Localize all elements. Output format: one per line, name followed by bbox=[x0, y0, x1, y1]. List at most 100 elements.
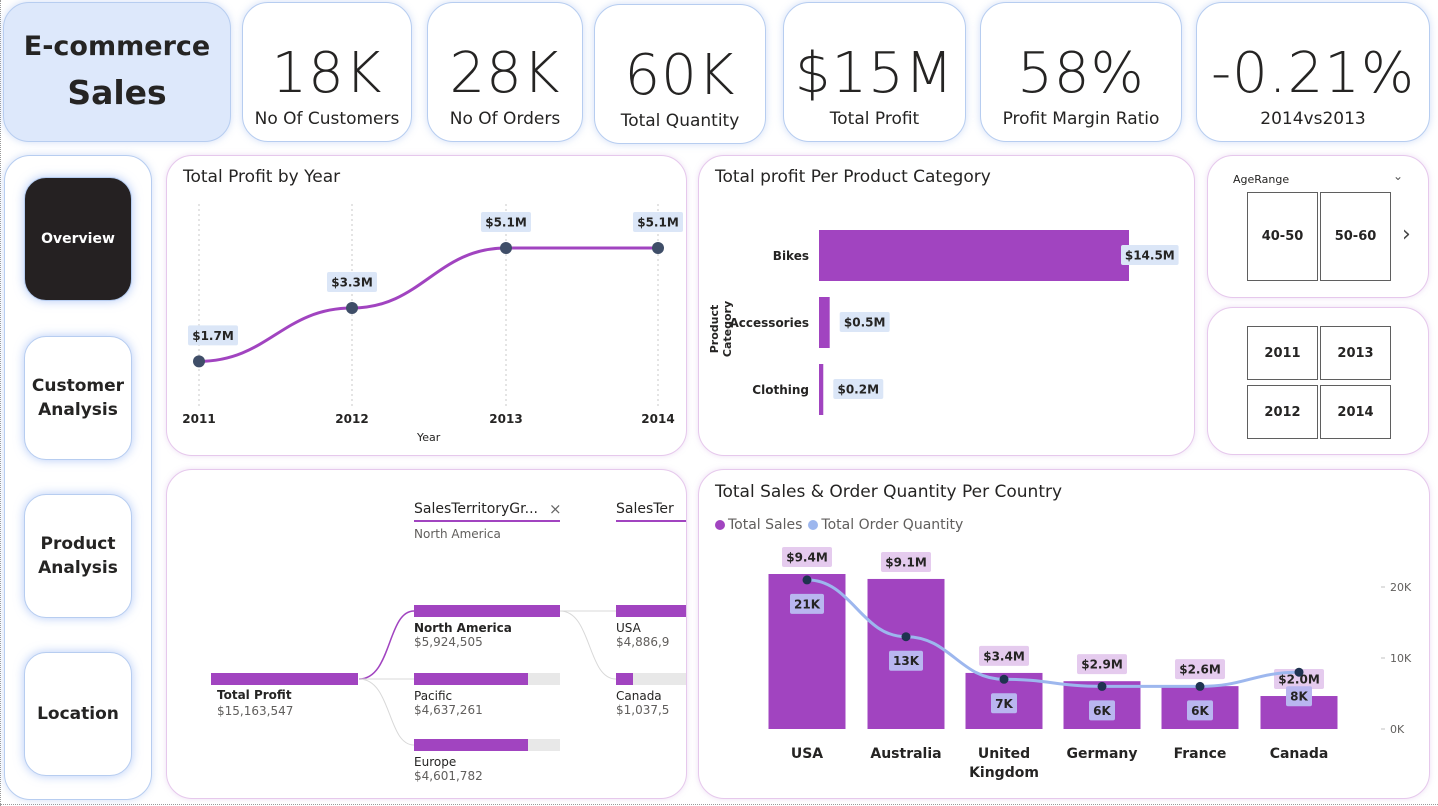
level2-header[interactable]: SalesTer bbox=[616, 501, 674, 517]
nav-location-button[interactable]: Location bbox=[24, 652, 132, 776]
sales-data-label: $2.9M bbox=[1081, 658, 1123, 672]
country-tick-label: Kingdom bbox=[969, 765, 1039, 781]
quantity-point bbox=[1097, 681, 1107, 691]
kpi-label: No Of Customers bbox=[254, 109, 400, 129]
category-tick-label: Bikes bbox=[773, 249, 809, 263]
decomp-bar-track bbox=[414, 605, 560, 617]
visual-title: Total Sales & Order Quantity Per Country bbox=[715, 482, 1063, 502]
data-point bbox=[652, 242, 664, 254]
kpi-card-profit: $15M Total Profit bbox=[783, 2, 966, 142]
quantity-data-label: 8K bbox=[1290, 690, 1308, 704]
data-label-bg bbox=[839, 312, 890, 332]
kpi-card-customers: 18K No Of Customers bbox=[242, 2, 412, 142]
quantity-data-label: 7K bbox=[995, 697, 1013, 711]
y2-tick-label: 20K bbox=[1390, 581, 1412, 594]
y2-tick-label: 10K bbox=[1390, 652, 1412, 665]
data-label: $5.1M bbox=[485, 216, 527, 230]
legend-quantity-label: Total Order Quantity bbox=[821, 517, 964, 533]
kpi-value: 58% bbox=[1017, 41, 1145, 106]
x-tick-label: 2012 bbox=[335, 412, 368, 426]
data-label: $5.1M bbox=[637, 216, 679, 230]
decomp-bar-fill bbox=[414, 739, 528, 751]
data-point bbox=[500, 242, 512, 254]
quantity-point bbox=[901, 632, 911, 642]
category-bar bbox=[819, 297, 830, 348]
kpi-card-quantity: 60K Total Quantity bbox=[594, 4, 766, 144]
decomp-bar-fill bbox=[616, 605, 686, 617]
data-label: $3.3M bbox=[331, 276, 373, 290]
nav-customer-label-1: Customer bbox=[31, 376, 125, 396]
data-point bbox=[346, 302, 358, 314]
decomposition-connectors bbox=[358, 610, 617, 746]
level2-header-underline bbox=[616, 520, 686, 522]
kpi-label: Total Quantity bbox=[620, 111, 740, 131]
decomp-node-value: $4,637,261 bbox=[414, 703, 483, 717]
kpi-card-margin: 58% Profit Margin Ratio bbox=[980, 2, 1182, 142]
decomp-node[interactable]: Europe $4,601,782 bbox=[414, 739, 560, 783]
sales-data-label: $9.1M bbox=[885, 555, 927, 569]
profit-by-category-chart: Bikes $14.5M Accessories $0.5M Clothing $0.2M bbox=[730, 230, 1179, 415]
title-card: E-commerce Sales bbox=[3, 2, 231, 142]
country-tick-label: France bbox=[1174, 746, 1227, 762]
country-tick-label: United bbox=[978, 746, 1030, 762]
data-label-bg bbox=[833, 379, 884, 399]
chevron-down-icon[interactable]: ⌄ bbox=[1393, 169, 1404, 183]
quantity-data-label-bg bbox=[1089, 700, 1115, 721]
x-tick-label: 2014 bbox=[641, 412, 674, 426]
chevron-right-icon[interactable]: › bbox=[1402, 222, 1411, 247]
nav-customer-analysis-button[interactable]: Customer Analysis bbox=[24, 336, 132, 460]
age-option-40-50[interactable]: 40-50 bbox=[1247, 192, 1318, 281]
kpi-label: No Of Orders bbox=[449, 109, 561, 129]
legend-sales-label: Total Sales bbox=[728, 517, 803, 533]
nav-overview-button[interactable]: Overview bbox=[24, 177, 132, 301]
data-label-bg bbox=[633, 212, 683, 232]
decomp-node[interactable]: North America $5,924,505 bbox=[414, 605, 560, 649]
year-option-2014[interactable]: 2014 bbox=[1320, 385, 1391, 439]
sales-data-label-bg bbox=[782, 547, 832, 567]
quantity-data-label: 6K bbox=[1191, 704, 1209, 718]
root-bar[interactable] bbox=[211, 673, 358, 685]
kpi-label: Total Profit bbox=[829, 109, 920, 129]
sales-data-label-bg bbox=[1077, 654, 1127, 675]
decomp-node-value: $5,924,505 bbox=[414, 635, 483, 649]
nav-location-label: Location bbox=[37, 704, 119, 724]
age-range-slicer: AgeRange ⌄ 40-50 50-60 › bbox=[1207, 155, 1429, 298]
data-label: $1.7M bbox=[192, 329, 234, 343]
sales-by-country-chart: $9.4M USA $9.1M Australia $3.4M United Kingdom… bbox=[768, 547, 1412, 781]
year-slicer: 2011 2013 2012 2014 bbox=[1207, 307, 1429, 455]
decomp-bar-track bbox=[616, 605, 686, 617]
decomp-node[interactable]: USA $4,886,9 bbox=[616, 605, 686, 649]
decomp-bar-track bbox=[414, 739, 560, 751]
x-tick-label: 2013 bbox=[489, 412, 522, 426]
kpi-card-yoy: -0.21% 2014vs2013 bbox=[1196, 2, 1430, 142]
sales-data-label-bg bbox=[881, 551, 931, 572]
year-option-2012[interactable]: 2012 bbox=[1247, 385, 1318, 439]
decomp-node[interactable]: Canada $1,037,5 bbox=[616, 673, 686, 717]
year-option-2011[interactable]: 2011 bbox=[1247, 326, 1318, 380]
root-label: Total Profit bbox=[217, 688, 292, 702]
year-option-2013[interactable]: 2013 bbox=[1320, 326, 1391, 380]
series-line bbox=[198, 246, 658, 363]
decomp-node[interactable]: Pacific $4,637,261 bbox=[414, 673, 560, 717]
decomp-node-label: Europe bbox=[414, 755, 457, 769]
country-tick-label: Canada bbox=[1270, 746, 1329, 762]
y2-tick-label: 0K bbox=[1390, 723, 1405, 736]
quantity-data-label-bg bbox=[1286, 686, 1312, 707]
page-bottom-border bbox=[0, 804, 1438, 805]
decomp-bar-track bbox=[616, 673, 686, 685]
quantity-point bbox=[1294, 667, 1304, 677]
level1-header[interactable]: SalesTerritoryGr... bbox=[414, 501, 538, 517]
nav-product-analysis-button[interactable]: Product Analysis bbox=[24, 494, 132, 618]
kpi-value: -0.21% bbox=[1210, 41, 1416, 106]
quantity-data-label: 6K bbox=[1093, 704, 1111, 718]
country-tick-label: Australia bbox=[870, 746, 941, 762]
close-icon[interactable]: × bbox=[549, 500, 562, 518]
legend: Total Sales Total Order Quantity bbox=[715, 517, 963, 533]
age-option-50-60[interactable]: 50-60 bbox=[1320, 192, 1391, 281]
page-left-border bbox=[0, 0, 1, 806]
decomp-node-label: Canada bbox=[616, 689, 662, 703]
decomp-bar-fill bbox=[414, 673, 528, 685]
country-tick-label: USA bbox=[791, 746, 823, 762]
quantity-line bbox=[806, 578, 1300, 688]
quantity-point bbox=[999, 674, 1009, 684]
